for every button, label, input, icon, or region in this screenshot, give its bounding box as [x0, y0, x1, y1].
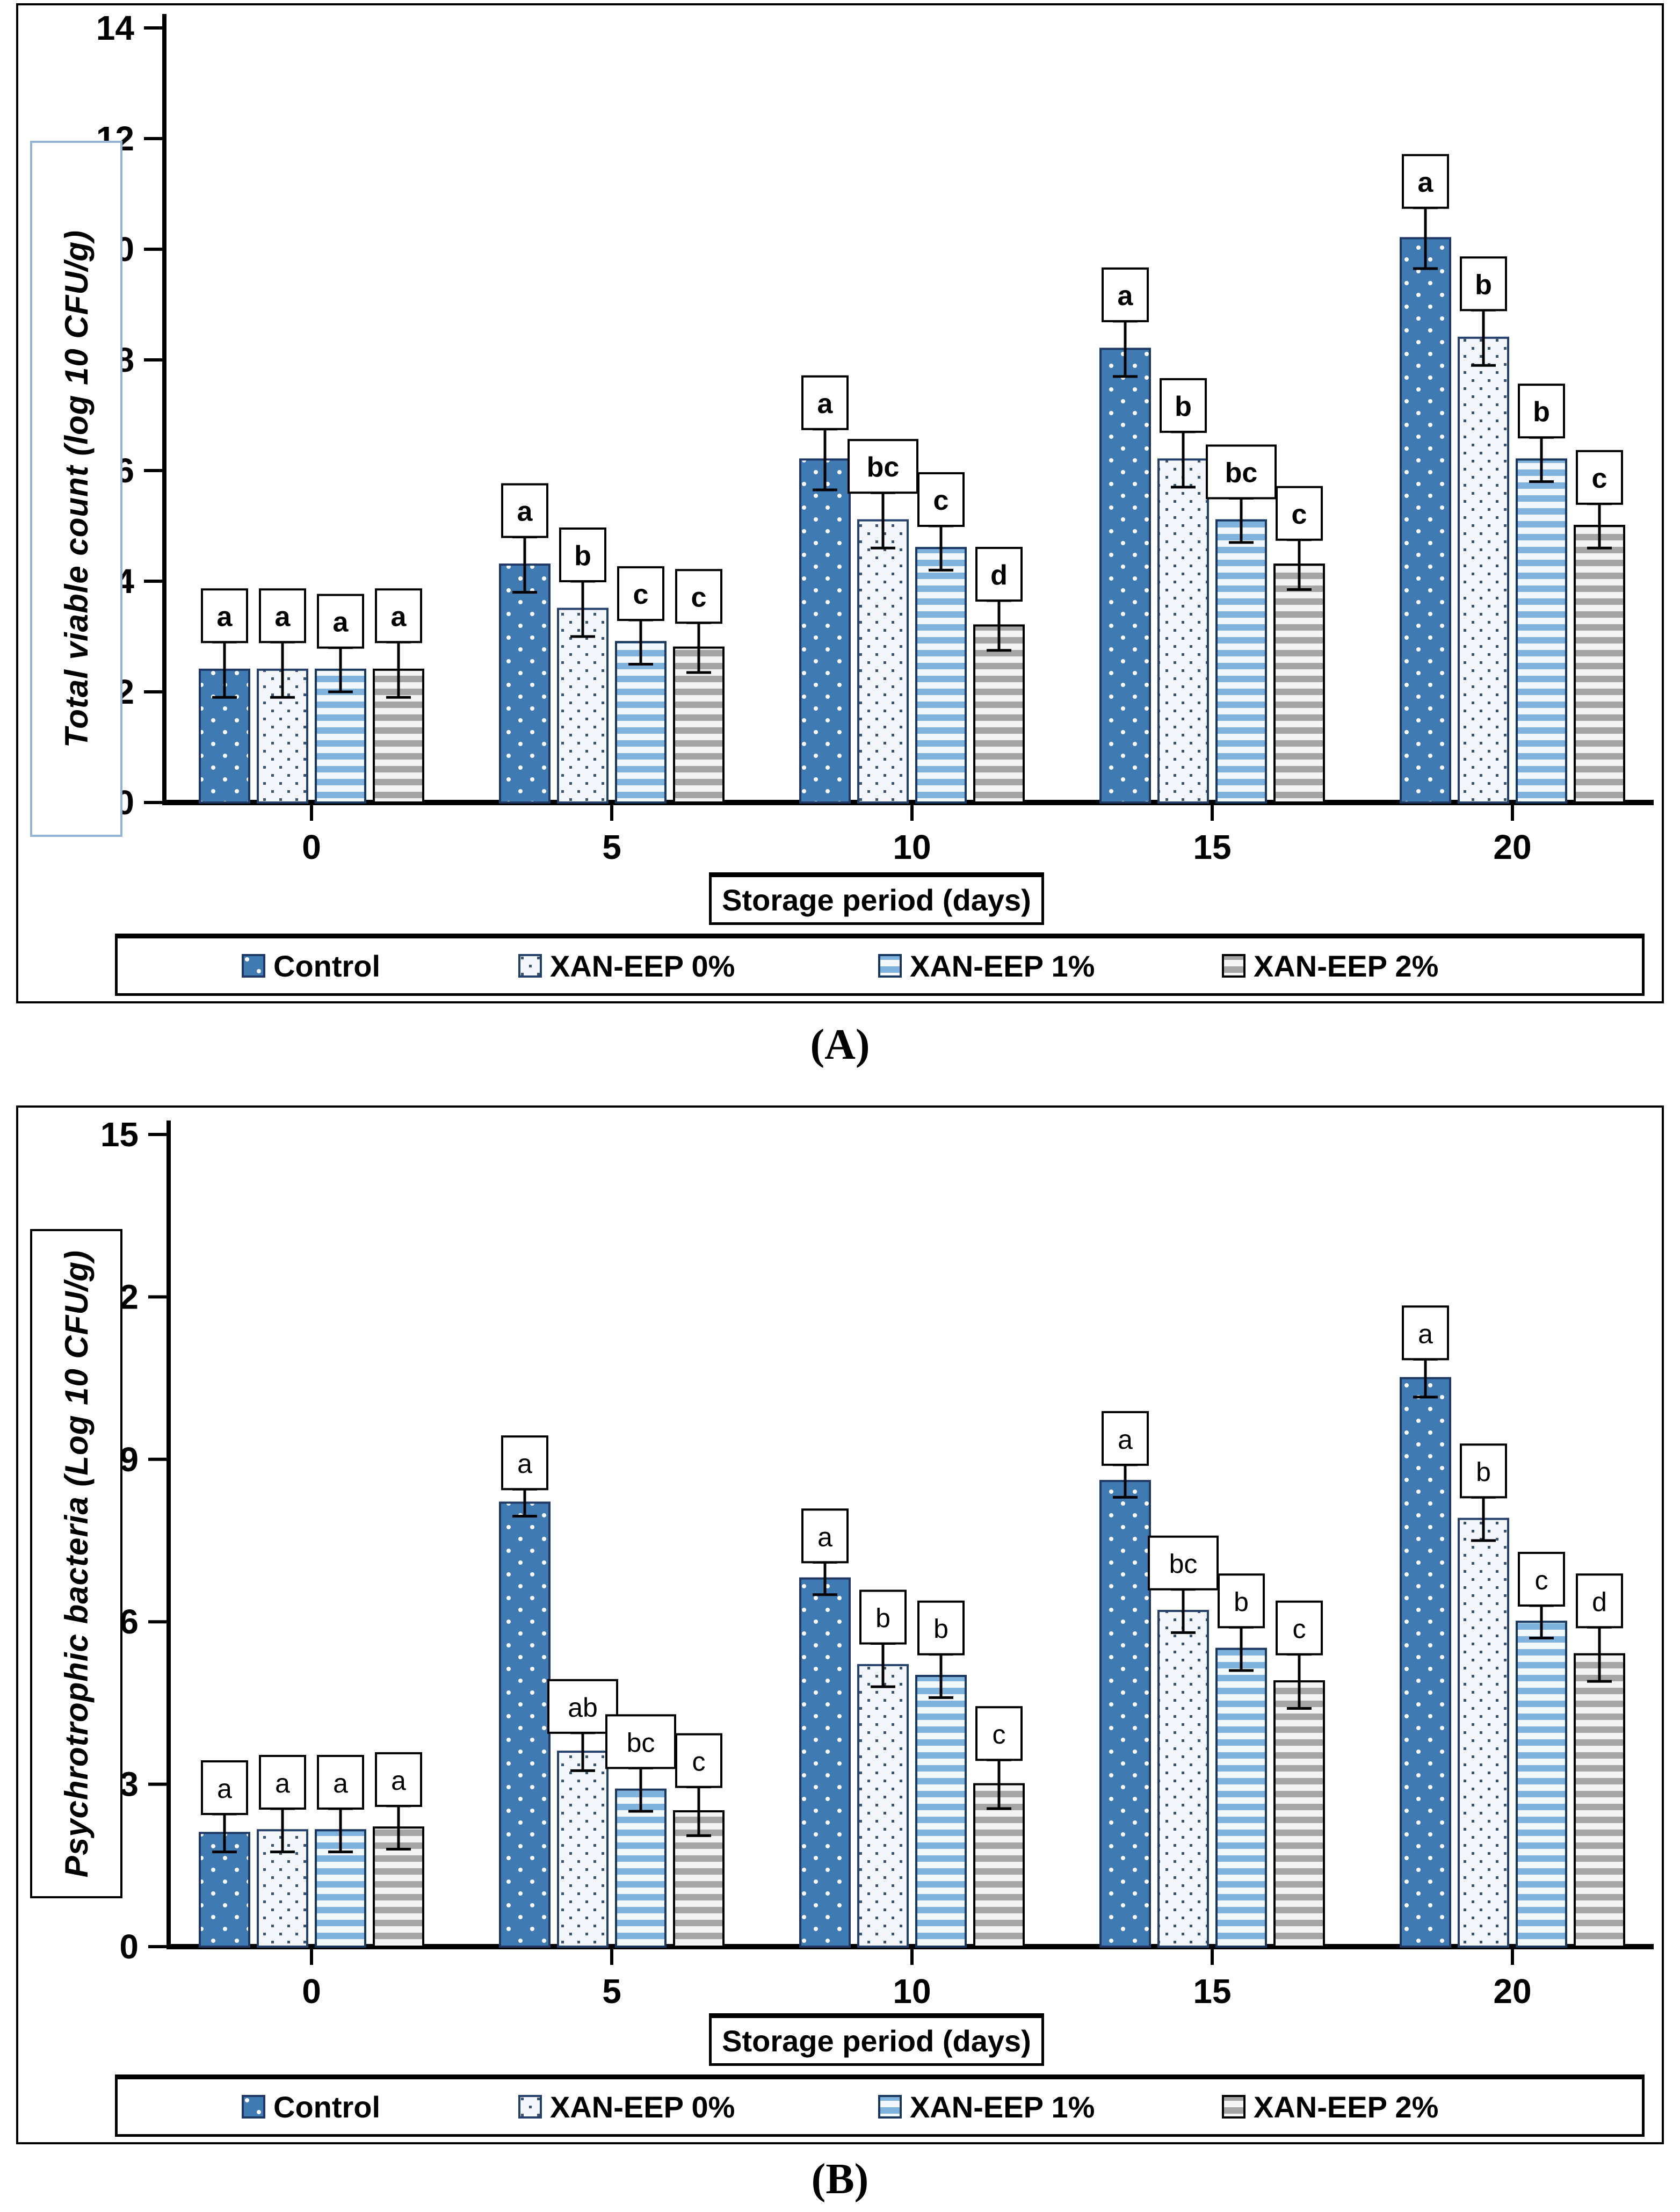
svg-text:15: 15 — [1193, 1972, 1231, 2011]
svg-text:a: a — [817, 1522, 832, 1552]
bar-chart-a: 0246810121405101520aaaaaabbcbbaccbcbacdc… — [96, 9, 1654, 866]
svg-text:9: 9 — [119, 1440, 139, 1479]
legend-item: XAN-EEP 1% — [878, 2079, 1095, 2134]
svg-text:a: a — [275, 601, 291, 632]
svg-text:a: a — [817, 388, 834, 420]
svg-text:10: 10 — [893, 828, 931, 866]
svg-text:a: a — [391, 1766, 406, 1796]
svg-text:b: b — [1234, 1587, 1249, 1617]
legend-label: Control — [273, 2090, 381, 2124]
legend-swatch-xan-eep-0 — [518, 2094, 542, 2119]
svg-text:c: c — [692, 1747, 706, 1777]
svg-text:a: a — [517, 1449, 532, 1479]
svg-text:d: d — [1592, 1587, 1607, 1617]
svg-text:bc: bc — [627, 1727, 655, 1758]
svg-text:b: b — [1175, 391, 1192, 422]
svg-text:14: 14 — [96, 9, 135, 47]
svg-text:0: 0 — [302, 1972, 321, 2011]
svg-text:a: a — [275, 1768, 290, 1798]
legend-swatch-xan-eep-0 — [518, 953, 542, 978]
svg-text:c: c — [1292, 499, 1307, 530]
svg-text:c: c — [1293, 1614, 1306, 1644]
legend-swatch-xan-eep-1 — [878, 953, 902, 978]
panel-caption-b: (B) — [811, 2156, 869, 2203]
x-axis-label-box-a: Storage period (days) — [709, 874, 1044, 925]
svg-text:b: b — [1533, 396, 1550, 428]
legend-label: XAN-EEP 1% — [910, 2090, 1095, 2124]
legend-label: XAN-EEP 2% — [1254, 2090, 1439, 2124]
legend-item: XAN-EEP 2% — [1221, 2079, 1438, 2134]
svg-text:b: b — [574, 540, 591, 572]
legend-label: XAN-EEP 1% — [910, 949, 1095, 983]
legend-item: XAN-EEP 0% — [518, 938, 735, 993]
legend-swatch-control — [241, 2094, 266, 2119]
legend-swatch-xan-eep-2 — [1221, 953, 1246, 978]
legend-swatch-xan-eep-1 — [878, 2094, 902, 2119]
svg-text:20: 20 — [1493, 828, 1531, 866]
svg-text:b: b — [1476, 1457, 1491, 1487]
svg-text:a: a — [1418, 1319, 1433, 1349]
legend-label: Control — [273, 949, 381, 983]
svg-text:a: a — [391, 601, 407, 632]
panel-caption-a: (A) — [810, 1021, 870, 1068]
y-axis-label-box-a: Total viable count (log 10 CFU/g) — [30, 141, 122, 837]
svg-text:b: b — [933, 1614, 948, 1644]
svg-text:ab: ab — [568, 1693, 598, 1723]
legend-item: Control — [241, 2079, 380, 2134]
svg-text:a: a — [1118, 1425, 1133, 1455]
svg-text:c: c — [1535, 1565, 1548, 1595]
bar-chart-b: 0369121505101520aaaaaaabbbcbabcbbcacccd — [100, 1115, 1654, 2011]
svg-text:bc: bc — [1169, 1549, 1198, 1579]
legend-a: Control XAN-EEP 0% XAN-EEP 1% XAN-EEP 2% — [115, 936, 1645, 996]
svg-text:a: a — [217, 601, 233, 632]
legend-item: XAN-EEP 0% — [518, 2079, 735, 2134]
legend-label: XAN-EEP 0% — [550, 2090, 735, 2124]
svg-text:0: 0 — [119, 1927, 139, 1966]
svg-text:6: 6 — [119, 1602, 139, 1641]
svg-text:b: b — [875, 1603, 890, 1633]
svg-text:c: c — [933, 485, 949, 516]
svg-text:c: c — [993, 1719, 1006, 1750]
y-axis-label-box-b: Psychrotrophic bacteria (Log 10 CFU/g) — [30, 1229, 122, 1898]
svg-text:15: 15 — [1193, 828, 1231, 866]
svg-text:20: 20 — [1493, 1972, 1531, 2011]
legend-label: XAN-EEP 2% — [1254, 949, 1439, 983]
legend-item: XAN-EEP 2% — [1221, 938, 1438, 993]
y-axis-label-b: Psychrotrophic bacteria (Log 10 CFU/g) — [58, 1249, 95, 1878]
legend-swatch-control — [241, 953, 266, 978]
svg-text:c: c — [691, 582, 707, 613]
x-axis-label-b: Storage period (days) — [722, 2023, 1031, 2058]
svg-text:10: 10 — [893, 1972, 931, 2011]
legend-swatch-xan-eep-2 — [1221, 2094, 1246, 2119]
svg-text:a: a — [333, 1768, 348, 1798]
svg-text:c: c — [633, 579, 649, 610]
svg-text:a: a — [1118, 280, 1134, 312]
legend-item: Control — [241, 938, 380, 993]
svg-text:5: 5 — [602, 1972, 621, 2011]
panel-a: 0246810121405101520aaaaaabbcbbaccbcbacdc… — [16, 3, 1664, 1003]
svg-text:0: 0 — [302, 828, 321, 866]
svg-text:bc: bc — [867, 452, 900, 483]
x-axis-label-box-b: Storage period (days) — [709, 2015, 1044, 2066]
svg-text:a: a — [217, 1774, 232, 1804]
x-axis-label-a: Storage period (days) — [722, 883, 1031, 917]
svg-text:bc: bc — [1225, 458, 1258, 489]
svg-text:a: a — [333, 607, 349, 638]
legend-b: Control XAN-EEP 0% XAN-EEP 1% XAN-EEP 2% — [115, 2077, 1645, 2137]
svg-text:c: c — [1592, 463, 1607, 494]
svg-text:d: d — [990, 560, 1008, 591]
svg-text:b: b — [1475, 269, 1492, 300]
panel-b: 0369121505101520aaaaaaabbbcbabcbbcacccd — [16, 1105, 1664, 2144]
svg-text:a: a — [1418, 167, 1434, 198]
svg-text:5: 5 — [602, 828, 621, 866]
y-axis-label-a: Total viable count (log 10 CFU/g) — [58, 229, 95, 748]
svg-text:a: a — [517, 496, 533, 527]
legend-item: XAN-EEP 1% — [878, 938, 1095, 993]
svg-text:3: 3 — [119, 1765, 139, 1804]
svg-text:15: 15 — [100, 1115, 139, 1154]
legend-label: XAN-EEP 0% — [550, 949, 735, 983]
